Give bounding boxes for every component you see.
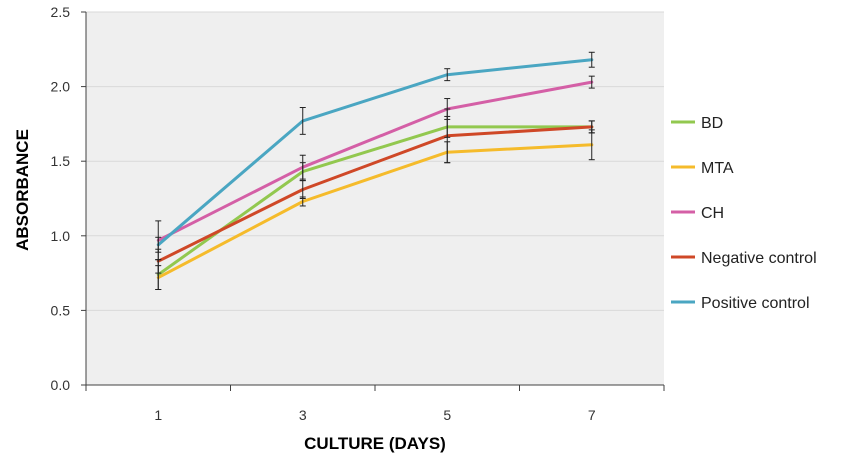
series-line-3 [156,125,594,263]
y-axis-title: ABSORBANCE [13,129,32,251]
legend-item: CH [671,205,724,222]
error-bars [155,51,595,291]
series-line-1 [156,143,594,280]
series-lines [156,58,594,280]
y-tick-label: 1.5 [51,153,71,169]
error-bar [444,68,451,82]
x-tick-label: 5 [443,407,451,423]
x-axis-title: CULTURE (DAYS) [304,434,446,453]
y-tick-label: 0.5 [51,302,71,318]
y-tick-label: 2.5 [51,4,71,20]
series-line-2 [156,80,594,242]
y-tick-labels: 0.0 0.5 1.0 1.5 2.0 2.5 [51,4,71,393]
error-bar [444,108,451,164]
legend-item: Positive control [671,295,810,312]
series-line-0 [156,125,594,277]
y-tick-label: 2.0 [51,79,71,95]
legend-label: BD [701,115,723,132]
legend-label: CH [701,205,724,222]
error-bar [588,75,595,89]
legend-item: BD [671,115,723,132]
legend-label: Negative control [701,250,817,267]
error-bar [155,236,162,253]
legend: BD MTA CH Negative control Positive control [671,115,817,312]
axes [81,11,665,391]
legend-label: Positive control [701,295,810,312]
series-line-4 [156,58,594,247]
x-tick-labels: 1 3 5 7 [154,407,596,423]
error-bar [299,180,306,199]
x-tick-label: 3 [299,407,307,423]
legend-item: Negative control [671,250,817,267]
plot-area [86,12,664,385]
error-bar [588,120,595,134]
x-tick-label: 1 [154,407,162,423]
x-tick-label: 7 [588,407,596,423]
error-bar [299,154,306,180]
error-bar [299,106,306,135]
error-bar [588,51,595,68]
legend-label: MTA [701,160,734,177]
y-tick-label: 1.0 [51,228,71,244]
y-tick-label: 0.0 [51,377,71,393]
legend-item: MTA [671,160,734,177]
